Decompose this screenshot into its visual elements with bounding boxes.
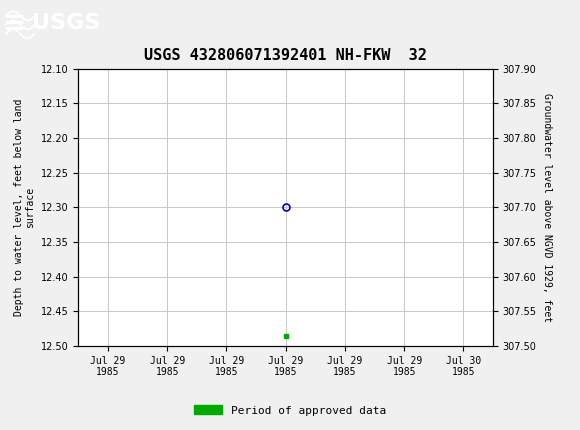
Text: USGS: USGS (32, 12, 100, 33)
Title: USGS 432806071392401 NH-FKW  32: USGS 432806071392401 NH-FKW 32 (144, 49, 427, 64)
Y-axis label: Groundwater level above NGVD 1929, feet: Groundwater level above NGVD 1929, feet (542, 93, 552, 322)
Legend: Period of approved data: Period of approved data (190, 401, 390, 420)
Y-axis label: Depth to water level, feet below land
surface: Depth to water level, feet below land su… (13, 99, 35, 316)
Text: ≡: ≡ (3, 9, 26, 37)
